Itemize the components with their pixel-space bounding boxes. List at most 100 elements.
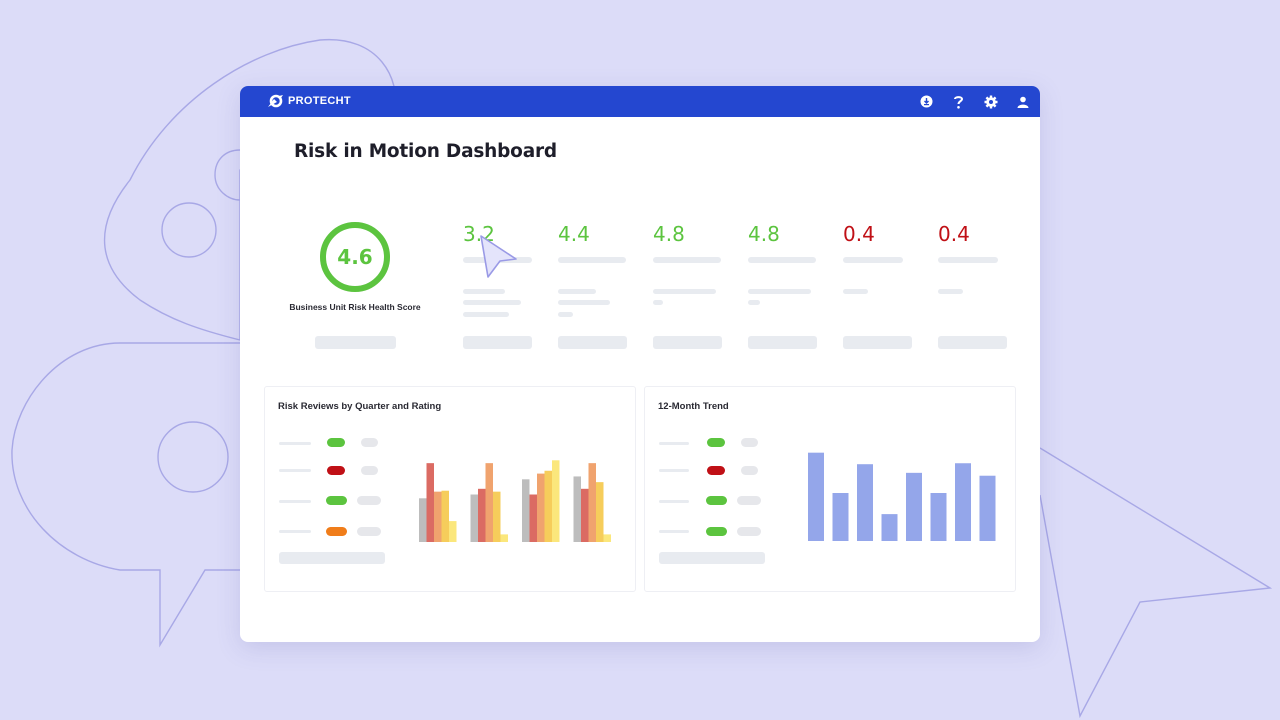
legend-status-pill: [707, 466, 725, 475]
protecht-logo-icon: [268, 94, 283, 108]
placeholder-bar: [843, 336, 912, 349]
metric-value-5: 0.4: [843, 222, 875, 246]
placeholder-bar: [938, 336, 1007, 349]
trend-card: 12-Month Trend: [644, 386, 1016, 592]
metric-value-3: 4.8: [653, 222, 685, 246]
legend-status-pill: [327, 466, 345, 475]
review-bar[interactable]: [537, 473, 545, 542]
dashboard-window: PROTECHT Risk in Motion Dashboard 4.6 Bu…: [240, 86, 1040, 642]
placeholder-bar: [748, 289, 811, 294]
review-bar[interactable]: [588, 463, 597, 542]
legend-count-pill: [737, 527, 761, 536]
review-bar[interactable]: [434, 491, 442, 542]
help-icon[interactable]: [951, 94, 966, 109]
trend-bar[interactable]: [979, 475, 996, 541]
placeholder-bar: [463, 289, 505, 294]
placeholder-bar: [748, 300, 760, 305]
review-bar[interactable]: [596, 482, 604, 542]
trend-bar[interactable]: [930, 493, 947, 541]
trend-bar-chart: [808, 452, 996, 541]
legend-count-pill: [357, 527, 381, 536]
review-bar[interactable]: [426, 463, 435, 542]
metric-value-6: 0.4: [938, 222, 970, 246]
placeholder-bar: [653, 336, 722, 349]
settings-icon[interactable]: [983, 94, 998, 109]
review-bar[interactable]: [552, 460, 560, 542]
trend-bar[interactable]: [857, 464, 873, 541]
review-bar[interactable]: [573, 476, 582, 542]
legend-label-placeholder: [279, 442, 311, 445]
health-score-gauge[interactable]: 4.6: [317, 219, 393, 295]
review-bar[interactable]: [603, 534, 612, 542]
review-bar[interactable]: [544, 470, 553, 542]
page-title: Risk in Motion Dashboard: [294, 141, 557, 162]
legend-status-pill: [707, 438, 725, 447]
download-icon[interactable]: [919, 94, 934, 109]
trend-bar[interactable]: [881, 514, 898, 541]
review-bar[interactable]: [529, 494, 538, 543]
placeholder-bar: [748, 336, 817, 349]
review-bar[interactable]: [478, 488, 486, 542]
risk-reviews-card: Risk Reviews by Quarter and Rating: [264, 386, 636, 592]
placeholder-bar: [463, 336, 532, 349]
placeholder-bar: [938, 257, 998, 263]
placeholder-bar: [463, 312, 509, 317]
placeholder-bar: [463, 300, 521, 305]
placeholder-bar: [653, 257, 721, 263]
legend-label-placeholder: [659, 530, 689, 533]
legend-status-pill: [326, 527, 347, 536]
user-icon[interactable]: [1015, 94, 1030, 109]
legend-count-pill: [741, 438, 758, 447]
trend-bar[interactable]: [955, 463, 971, 541]
legend-status-pill: [326, 496, 347, 505]
risk-reviews-title: Risk Reviews by Quarter and Rating: [278, 401, 442, 412]
legend-status-pill: [706, 496, 727, 505]
health-score-label: Business Unit Risk Health Score: [289, 302, 421, 312]
review-bar[interactable]: [493, 491, 501, 542]
placeholder-bar: [558, 300, 610, 305]
placeholder-bar: [843, 289, 868, 294]
metric-value-2: 4.4: [558, 222, 590, 246]
review-bar[interactable]: [522, 479, 530, 542]
placeholder-bar: [653, 289, 716, 294]
mouse-cursor-icon: [480, 235, 517, 278]
health-score-value: 4.6: [337, 245, 373, 269]
risk-reviews-bar-chart: [419, 460, 612, 543]
review-bar[interactable]: [419, 498, 427, 542]
legend-label-placeholder: [659, 469, 689, 472]
metric-value-4: 4.8: [748, 222, 780, 246]
placeholder-bar: [558, 336, 627, 349]
placeholder-bar: [659, 552, 765, 564]
placeholder-bar: [938, 289, 963, 294]
placeholder-bar: [315, 336, 396, 349]
review-bar[interactable]: [470, 494, 479, 543]
legend-label-placeholder: [279, 500, 311, 503]
legend-count-pill: [361, 466, 378, 475]
review-bar[interactable]: [485, 463, 494, 542]
review-bar[interactable]: [500, 534, 509, 542]
legend-label-placeholder: [279, 530, 311, 533]
legend-count-pill: [361, 438, 378, 447]
placeholder-bar: [748, 257, 816, 263]
legend-count-pill: [357, 496, 381, 505]
brand-logo[interactable]: PROTECHT: [267, 94, 351, 108]
review-bar[interactable]: [441, 490, 450, 542]
review-bar[interactable]: [581, 488, 589, 542]
top-navigation-bar: PROTECHT: [240, 86, 1040, 117]
placeholder-bar: [558, 312, 573, 317]
brand-name: PROTECHT: [288, 95, 351, 107]
review-bar[interactable]: [449, 521, 457, 542]
trend-bar[interactable]: [906, 472, 922, 541]
legend-label-placeholder: [279, 469, 311, 472]
placeholder-bar: [279, 552, 385, 564]
legend-label-placeholder: [659, 500, 689, 503]
trend-bar[interactable]: [832, 493, 849, 541]
trend-bar[interactable]: [808, 452, 824, 541]
legend-status-pill: [706, 527, 727, 536]
legend-label-placeholder: [659, 442, 689, 445]
trend-title: 12-Month Trend: [658, 401, 729, 412]
placeholder-bar: [843, 257, 903, 263]
placeholder-bar: [653, 300, 663, 305]
placeholder-bar: [558, 257, 626, 263]
legend-status-pill: [327, 438, 345, 447]
